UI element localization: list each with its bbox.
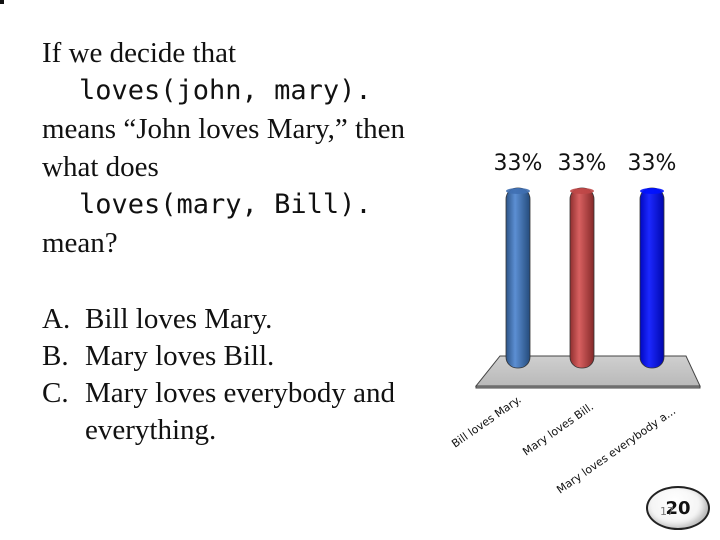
- bar-value-label-2: 33%: [558, 151, 607, 176]
- answer-text-c: Mary loves everybody and everything.: [85, 377, 396, 446]
- bar-2: [569, 187, 595, 369]
- question-text: If we decide that loves(john, mary). mea…: [42, 34, 472, 262]
- bar-value-label-3: 33%: [628, 151, 677, 176]
- bar-top-3: [640, 188, 664, 194]
- countdown-timer: 20: [646, 486, 710, 530]
- question-line-6: mean?: [42, 227, 118, 259]
- answer-option-c[interactable]: C. Mary loves everybody and everything.: [42, 375, 402, 449]
- bar-top-2: [570, 188, 594, 194]
- corner-mark: [0, 0, 4, 4]
- answer-options: A. Bill loves Mary. B. Mary loves Bill. …: [42, 301, 402, 449]
- answer-letter-b: B.: [42, 340, 69, 372]
- answer-letter-a: A.: [42, 303, 71, 335]
- answer-option-a[interactable]: A. Bill loves Mary.: [42, 301, 402, 338]
- slide-number: 17: [660, 505, 674, 518]
- answer-option-b[interactable]: B. Mary loves Bill.: [42, 338, 402, 375]
- question-line-1: If we decide that: [42, 37, 237, 69]
- bar-top-1: [506, 188, 530, 194]
- chart-floor-front: [475, 385, 701, 389]
- response-chart-svg: 33% Bill loves Mary. 33% Mary loves Bill. 33…: [449, 151, 701, 496]
- question-code-2: loves(mary, Bill).: [79, 189, 372, 220]
- bar-1: [505, 187, 531, 369]
- answer-text-a: Bill loves Mary.: [85, 303, 273, 335]
- question-code-1: loves(john, mary).: [79, 75, 372, 106]
- bar-value-label-1: 33%: [494, 151, 543, 176]
- answer-text-b: Mary loves Bill.: [85, 340, 275, 372]
- question-line-4: what does: [42, 151, 159, 183]
- answer-letter-c: C.: [42, 377, 69, 409]
- category-label-1: Bill loves Mary.: [449, 393, 523, 451]
- question-line-3: means “John loves Mary,” then: [42, 113, 405, 145]
- countdown-icon: 20: [665, 497, 691, 519]
- response-chart: 33% Bill loves Mary. 33% Mary loves Bill. 33…: [430, 132, 710, 502]
- bar-3: [639, 187, 665, 369]
- category-label-2: Mary loves Bill.: [520, 400, 596, 458]
